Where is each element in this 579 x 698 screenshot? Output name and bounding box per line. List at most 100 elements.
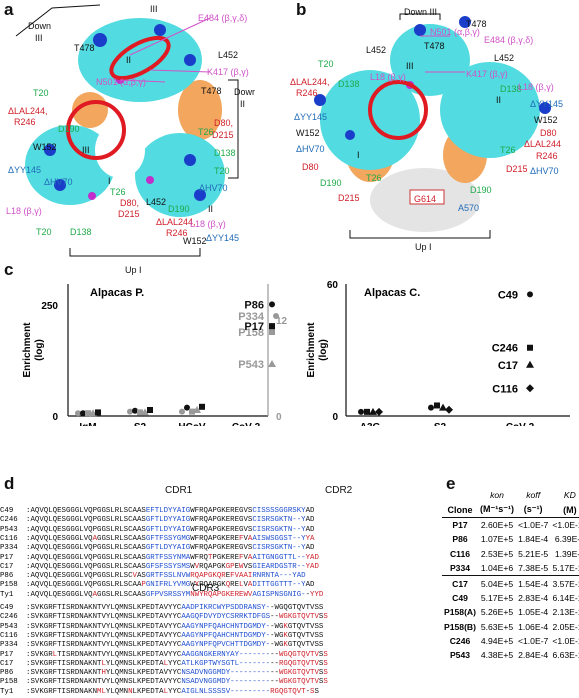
structure-a-label: L18 (β,γ) [190,219,226,229]
chart1-point [269,301,275,308]
chart1-point [273,313,279,319]
structure-b-label: T26 [500,145,516,155]
chart1-ylabel: (log) [34,339,45,361]
structure-a-label: T20 [214,166,230,176]
structure-a-label: I [108,176,111,186]
chart1-point [75,410,81,417]
alignment-clone-name: P334 [0,641,18,650]
chart1-series-label: P86 [244,299,264,311]
chart2-category: S2 [434,422,447,426]
chart2-point [428,404,434,411]
kinetics-clone-cell: P158(B) [444,621,476,632]
structure-a-label: D138 [214,148,236,158]
structure-b-label: ΔHV70 [530,166,559,176]
alignment-sequence: :SVKGRFTISRDNAKNTVYLQMNSLKPEDTAVYYCNSADV… [26,678,328,687]
structure-a-label: II [126,55,132,65]
structure-b-label: T26 [366,173,382,183]
kinetics-kd-cell: 6.63E-10 [552,650,579,661]
structure-b-label: T478 [424,41,445,51]
structure-b-label: ΔYY145 [294,112,328,122]
chart2-ylabel: Enrichment [306,322,317,378]
structure-a-label: ΔLAL244, [156,217,196,227]
chart2-point [434,402,440,409]
alignment-sequence: :AQVQLQESGGGLVQAGGSLRLSCAASGFPVSRSSYMNWY… [26,590,324,599]
kinetics-clone-cell: C49 [452,592,468,603]
alignment-clone-name: P86 [0,669,14,678]
structure-b-label: D190 [470,185,492,195]
chart1-point [269,323,275,330]
kinetics-koff-cell: 1.06E-4 [518,621,549,632]
chart2-point [527,291,533,298]
alignment-clone-name: P158 [0,678,18,687]
chart2-series-label: C17 [498,360,518,372]
structure-b-label: ΔHV70 [296,144,325,154]
chart1-point [179,408,185,415]
alignment-row: C17:AQVQLQESGGGLVQPGGSLRLSCAASGFSFSSYSMS… [0,555,319,573]
structure-a-label: ΔYY145 [206,233,240,243]
chart1-ytick-right: 0 [276,412,282,423]
alignment-row: C246:AQVQLQESGGGLVQPGGSLRLSCAASGFTLDYYAI… [0,508,314,526]
structure-b-label: I [357,150,360,160]
alignment-row: P17:AQVQLQESGGGLVQPGGSLRLSCAASGRTFSSYNMA… [0,546,319,564]
panel-label-d: d [4,474,15,493]
chart1-point [95,409,101,416]
alignment-sequence: :AQVQLQESGGGLVQPGGSLRLSCVASGRTFSSLNVWRQA… [26,572,306,581]
chart1-point [137,409,143,416]
alignment-sequence: :SVKGRFTISRDNAKNTVYLQMNSLKPEDTAVYYCAAGYN… [26,622,324,631]
structure-a-label: ΔHV70 [44,177,73,187]
kinetics-clone-cell: P543 [449,650,471,661]
chart1-series-label: P158 [238,327,264,339]
structure-a-label: Up I [125,265,142,275]
chart2-ylabel: (log) [318,339,329,361]
kinetics-kd-cell: 2.05E-10 [552,621,579,632]
alignment-row: P543:SVKGRFTISRDNAKNTVYLQMNSLKPEDTAVYYCA… [0,615,323,633]
kinetics-kd-cell: 5.17E-10 [552,563,579,574]
panel-label-b: b [296,0,307,19]
kinetics-kd-cell: <1.0E-12 [552,636,579,647]
chart2-series-label: C49 [498,289,518,301]
structure-a-label: R246 [166,228,188,238]
structure-b-label: T20 [318,59,334,69]
structure-a-label: K417 (β,γ) [207,67,249,77]
alignment-row: C49:SVKGRFTISRDNAKNTVYLQMNSLKPEDTAVYYCAA… [0,596,323,614]
chart2-category: CoV-2 [506,422,535,426]
kinetics-row: P334 1.04E+6 7.38E-55.17E-10 [442,561,579,576]
alignment-row: Ty1:SVKGRFTISRDNAKNMLYLQMNNLKPEDTALYYCAI… [0,680,319,698]
alignment-clone-name: C49 [0,604,14,612]
chart1-point [127,408,133,415]
kinetics-koff-cell: 1.54E-4 [518,578,549,589]
chart1-point [189,408,195,415]
kinetics-kon-cell: 5.63E+5 [480,621,514,632]
clone-header: Clone [447,504,473,515]
structure-b-label: D138 [338,79,360,89]
alignment-row: C116 :SVKGRFTISRDNAKNTVYLQMNSLKPEDTAVYYCA… [0,624,323,642]
chart2-series-label: C116 [492,383,518,395]
alignment-sequence: :AQVQLQESGGGLVQPGGSLRLSCAASGFTLDYYAIGWFR… [26,525,315,534]
structure-b-label: L452 [494,53,515,63]
alignment-clone-name: C116 [0,631,18,640]
kon-unit: (M⁻¹s⁻¹) [480,504,514,515]
alignment-clone-name: C246 [0,516,18,525]
panel-label-c: c [4,260,14,279]
panel-e-kinetics-table: kon koff KD Clone (M⁻¹s⁻¹) (s⁻¹) (M) P17… [442,488,579,663]
structure-b-label: D80 [302,162,319,172]
kinetics-koff-cell: <1.0E-7 [518,519,549,530]
alignment-sequence: :SVKGRFTISRDNAKNTLYLQMNSLKPEDTALYYCATLKG… [26,659,328,668]
kinetics-koff-cell: 1.05E-4 [518,607,549,618]
chart2-point [526,384,534,393]
alignment-row: Ty1:AQVQLQESGGGLVQAGGSLRLSCAASGFPVSRSSYM… [0,583,323,601]
kinetics-row: P86 1.07E+5 1.84E-4 6.39E-9 [442,532,579,546]
structure-b-label: R246 [536,151,558,161]
chart1-point [199,403,205,410]
structure-a-label: T478 [74,43,95,53]
kd-unit: (M) [563,504,577,515]
structure-b-label: E484 (β,γ,δ) [484,35,534,45]
kinetics-clone-cell: P158(A) [444,607,476,618]
structure-a-label: E484 (β,γ,δ) [198,13,248,23]
alignment-clone-name: P334 [0,544,18,553]
alignment-row: P86:SVKGRFTISRDNAKNTHYLQMNSLKPEDTAVYYCNS… [0,661,328,679]
alignment-sequence: :AQVQLQESGGGLVQPGGSLRLSCAASGFTLDYYAIGWFR… [26,544,315,553]
kinetics-kon-cell: 1.04E+6 [480,563,514,574]
alignment-row: P158 :SVKGRFTISRDNAKNTVYLQMNSLKPEDTAVYYCN… [0,670,328,688]
chart2-point [369,407,377,415]
